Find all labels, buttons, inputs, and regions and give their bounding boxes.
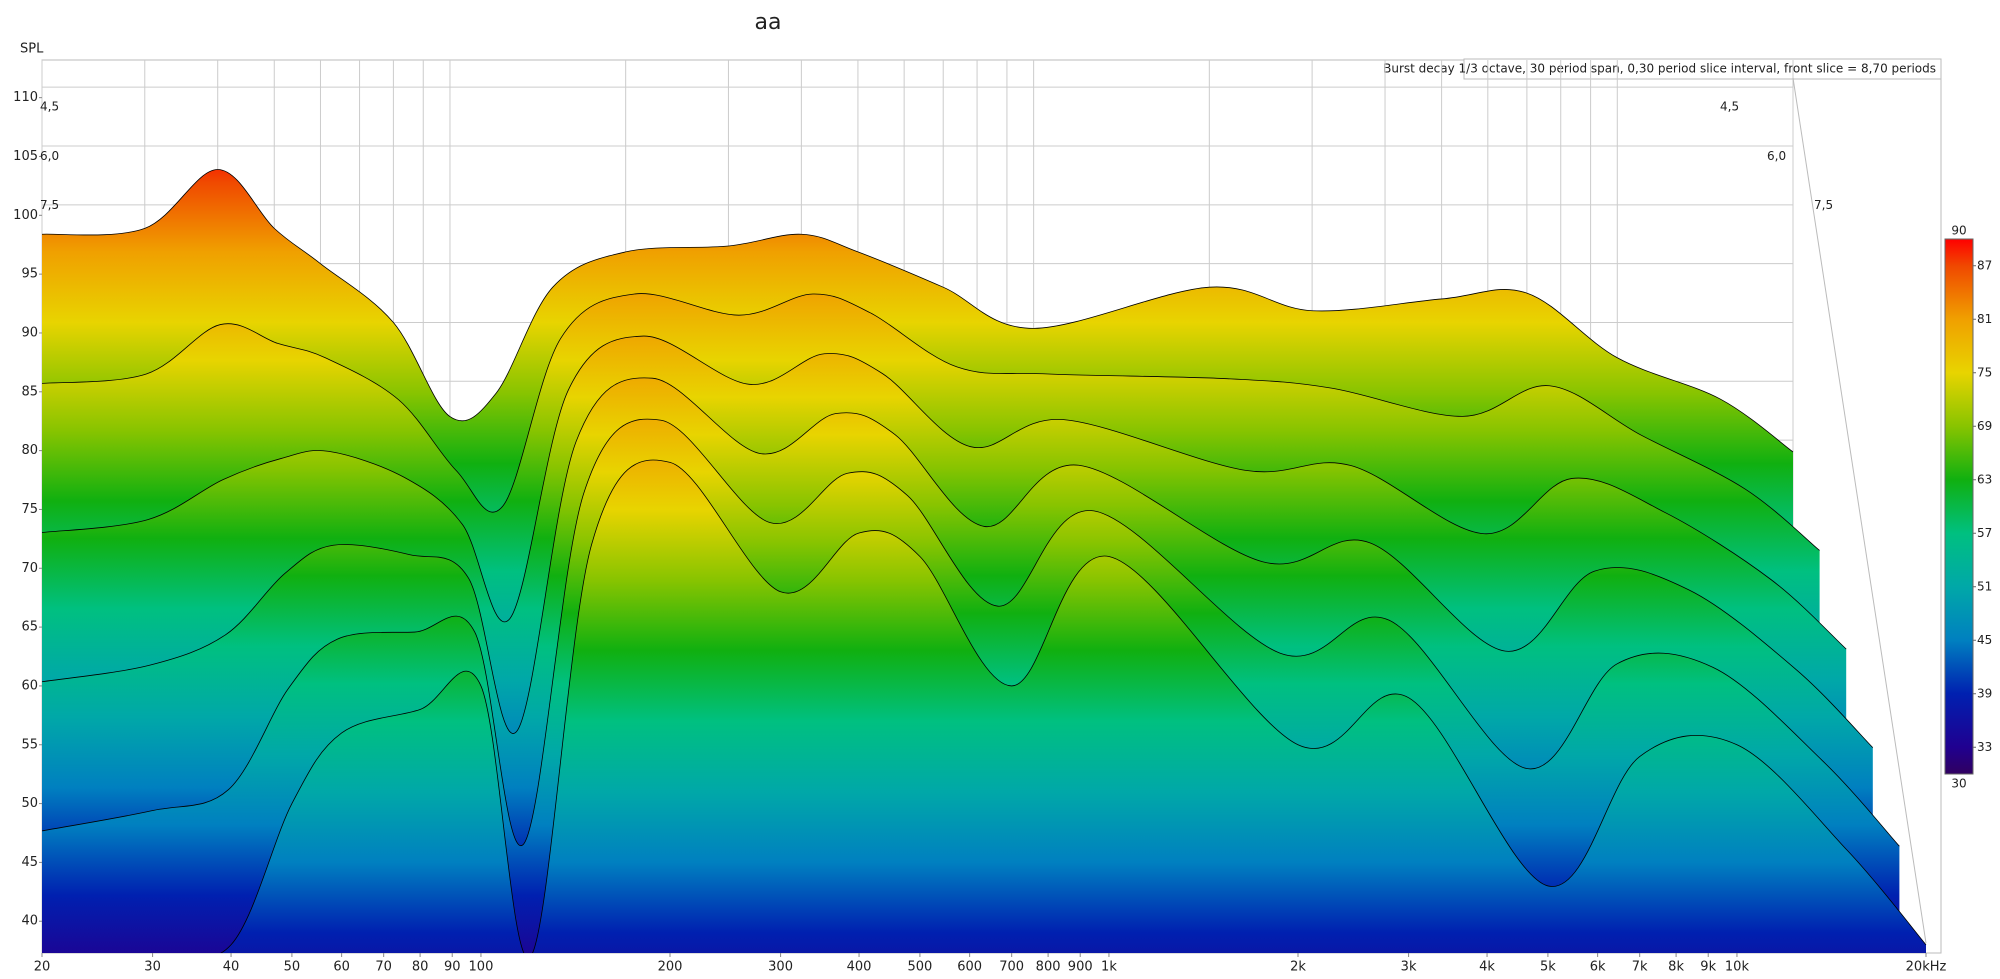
x-tick-label: 3k (1401, 960, 1417, 975)
slices (42, 169, 1927, 953)
slice-line (42, 418, 1900, 847)
y-tick-label: 75 (21, 502, 38, 517)
x-tick-label: 6k (1590, 960, 1606, 975)
colorbar-tick-label: 39 (1977, 686, 1992, 700)
x-tick-label: 7k (1632, 960, 1648, 975)
x-tick-label: 400 (847, 960, 872, 975)
x-tick-label: 600 (957, 960, 982, 975)
slice-area (42, 460, 1926, 953)
z-tick-label: 6,0 (40, 149, 59, 163)
x-tick-label: 20kHz (1906, 960, 1947, 975)
y-tick-label: 85 (21, 384, 38, 399)
depth-edge (1792, 77, 1927, 944)
colorbar-tick-label: 81 (1977, 312, 1992, 326)
z-tick-label: 7,5 (40, 198, 59, 212)
x-tick-label: 800 (1036, 960, 1061, 975)
x-tick-label: 40 (223, 960, 240, 975)
y-tick-label: 100 (13, 208, 38, 223)
y-axis-label: SPL (20, 42, 44, 57)
y-tick-label: 50 (21, 796, 38, 811)
x-tick-label: 300 (768, 960, 793, 975)
colorbar-tick-label: 69 (1977, 419, 1992, 433)
colorbar-tick-label: 33 (1977, 740, 1992, 754)
z-tick-label: 6,0 (1767, 149, 1786, 163)
x-tick-label: 20 (34, 960, 51, 975)
x-tick-label: 5k (1540, 960, 1556, 975)
z-tick-label: 7,5 (1814, 198, 1833, 212)
x-tick-label: 900 (1068, 960, 1093, 975)
y-tick-label: 90 (21, 325, 38, 340)
colorbar-min: 30 (1951, 777, 1966, 791)
z-tick-label: 4,5 (40, 100, 59, 114)
x-tick-label: 200 (658, 960, 683, 975)
x-tick-label: 30 (144, 960, 161, 975)
x-tick-label: 4k (1479, 960, 1495, 975)
colorbar-tick-label: 63 (1977, 472, 1992, 486)
y-tick-label: 105 (13, 149, 38, 164)
y-tick-label: 65 (21, 620, 38, 635)
colorbar-tick-label: 45 (1977, 633, 1992, 647)
slice-line (42, 169, 1794, 453)
colorbar-max: 90 (1951, 224, 1966, 238)
x-tick-label: 700 (999, 960, 1024, 975)
y-tick-label: 55 (21, 737, 38, 752)
x-tick-label: 50 (284, 960, 301, 975)
axes: 40 45 50 55 60 65 70 75 80 85 90 95 100 105 110 20 30 40 5… (13, 90, 1992, 974)
colorbar-tick-label: 57 (1977, 526, 1992, 540)
x-tick-label: 2k (1290, 960, 1306, 975)
y-tick-label: 110 (13, 90, 38, 105)
y-tick-label: 95 (21, 267, 38, 282)
y-tick-label: 45 (21, 855, 38, 870)
slice-line (42, 377, 1874, 748)
slice-line (220, 459, 1927, 953)
y-tick-label: 60 (21, 678, 38, 693)
y-tick-label: 70 (21, 561, 38, 576)
z-tick-label: 4,5 (1720, 100, 1739, 114)
x-tick-label: 90 (444, 960, 461, 975)
colorbar (1944, 238, 1974, 775)
chart-title: aa (755, 10, 782, 35)
y-tick-label: 40 (21, 914, 38, 929)
x-tick-label: 100 (469, 960, 494, 975)
x-tick-label: 8k (1668, 960, 1684, 975)
annotation-box (1463, 58, 1942, 80)
colorbar-tick-label: 75 (1977, 365, 1992, 379)
colorbar-tick-label: 87 (1977, 258, 1992, 272)
x-tick-label: 500 (907, 960, 932, 975)
x-tick-label: 9k (1700, 960, 1716, 975)
slice-line (42, 335, 1847, 650)
x-tick-label: 70 (375, 960, 392, 975)
x-tick-label: 1k (1101, 960, 1117, 975)
y-tick-label: 80 (21, 443, 38, 458)
x-tick-label: 10k (1725, 960, 1750, 975)
colorbar-tick-label: 51 (1977, 579, 1992, 593)
annotation: Burst decay 1/3 octave, 30 period span, … (1383, 62, 1936, 76)
x-tick-label: 80 (412, 960, 429, 975)
slice-line (42, 293, 1820, 551)
x-tick-label: 60 (333, 960, 350, 975)
